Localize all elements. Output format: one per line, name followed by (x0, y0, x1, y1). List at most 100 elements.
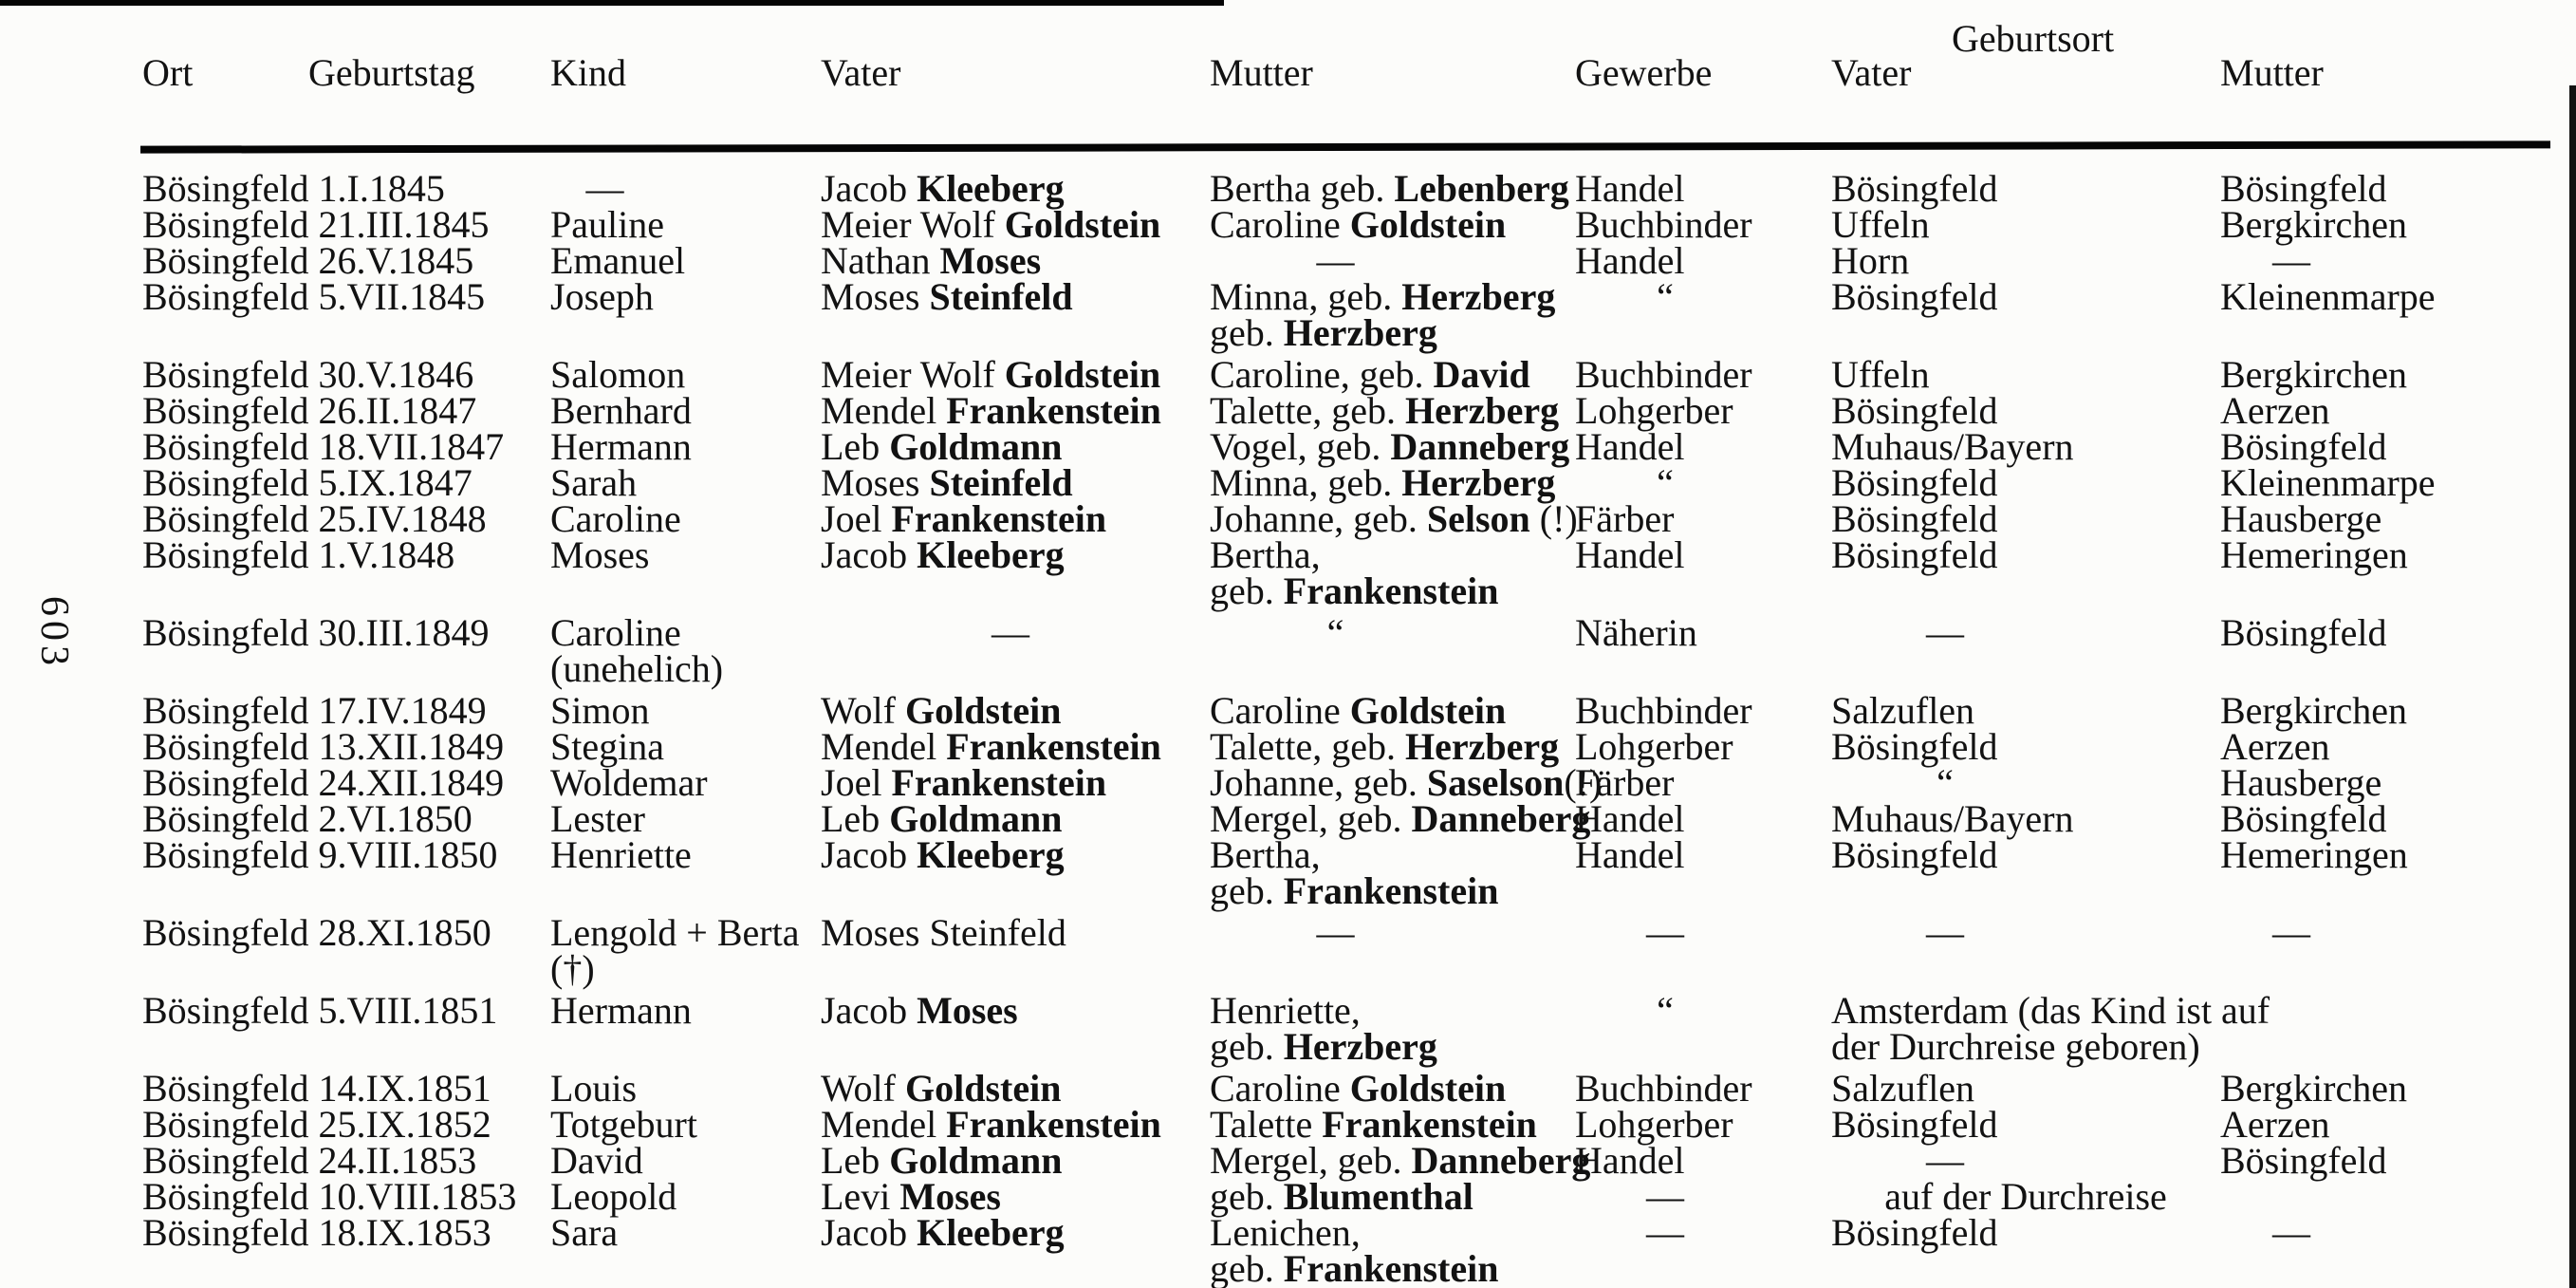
cell-gewerbe: Lohgerber (1575, 389, 1831, 432)
cell-geb-vater: Muhaus/Bayern (1831, 425, 2220, 468)
text-line: Bösingfeld 5.VIII.1851 (142, 989, 498, 1032)
cell-ort: Bösingfeld 2.VI.1850 (142, 800, 550, 838)
cell-vater: Nathan Moses (821, 242, 1210, 280)
text-line: Muhaus/Bayern (1831, 425, 2074, 468)
cell-gewerbe: — (1575, 1178, 1831, 1216)
cell-vater: Moses Steinfeld (821, 909, 1210, 987)
text-line: Vogel, geb. Danneberg (1210, 425, 1570, 468)
text-line: Muhaus/Bayern (1831, 797, 2074, 840)
text-line: Bergkirchen (2220, 1067, 2407, 1110)
text-line: Bertha, (1210, 833, 1321, 876)
table-row: Bösingfeld 2.VI.1850 Lester Leb Goldmann Me… (142, 797, 2552, 840)
table-row: Bösingfeld 21.III.1845 Pauline Meier Wolf … (142, 203, 2552, 246)
cell-mutter: Caroline Goldstein (1210, 687, 1575, 730)
cell-mutter: — (1210, 909, 1575, 987)
cell-vater: Jacob Kleeberg (821, 836, 1210, 909)
text-line: Bösingfeld 14.IX.1851 (142, 1067, 491, 1110)
cell-vater: Leb Goldmann (821, 800, 1210, 838)
cell-ort: Bösingfeld 17.IV.1849 (142, 687, 550, 730)
table-row: Bösingfeld 5.VIII.1851 Hermann Jacob Moses… (142, 987, 2552, 1068)
text-line: Bösingfeld 26.II.1847 (142, 389, 477, 432)
scan-edge-right (2569, 85, 2576, 1288)
header-geburtsort-group: Geburtsort (1952, 17, 2115, 60)
text-line: Hermann (550, 425, 692, 468)
text-line: auf der Durchreise (1884, 1175, 2167, 1218)
text-line: Bösingfeld (2220, 797, 2387, 840)
records-table: Bösingfeld 1.I.1845 — Jacob Kleeberg Bertha… (142, 167, 2552, 1288)
text-line: — (1316, 911, 1355, 954)
cell-mutter: Mergel, geb. Danneberg (1210, 800, 1590, 838)
cell-kind: Lengold + Berta (†) (550, 909, 821, 990)
text-line: Kleinenmarpe (2220, 275, 2436, 318)
cell-kind: Caroline (unehelich) (550, 609, 821, 688)
table-row: Bösingfeld 1.V.1848 Moses Jacob Kleeberg Be… (142, 533, 2552, 612)
text-line: Sara (550, 1211, 619, 1254)
cell-vater: Moses Steinfeld (821, 278, 1210, 351)
text-line: Handel (1575, 533, 1685, 576)
cell-geb-vater: — (1831, 1142, 2220, 1180)
text-line: Bösingfeld 13.XII.1849 (142, 725, 505, 768)
cell-geb-vater: Bösingfeld (1831, 392, 2220, 430)
text-line: Handel (1575, 797, 1685, 840)
cell-geb-mutter: Hausberge (2220, 500, 2552, 538)
text-line: Handel (1575, 425, 1685, 468)
cell-kind: Sara (550, 1211, 821, 1287)
text-line: Bösingfeld 25.IX.1852 (142, 1103, 491, 1146)
cell-mutter: “ (1210, 609, 1575, 687)
cell-geb-vater: “ (1831, 764, 2220, 802)
cell-kind: Sarah (550, 461, 821, 504)
text-line: geb. Herzberg (1210, 1025, 1437, 1068)
header-mutter: Mutter (1210, 51, 1313, 94)
cell-geb-vater: Muhaus/Bayern (1831, 797, 2220, 840)
text-line: Caroline, geb. David (1210, 353, 1530, 396)
cell-vater: Meier Wolf Goldstein (821, 351, 1210, 394)
text-line: Caroline (550, 497, 681, 540)
text-line: Jacob Kleeberg (821, 1211, 1065, 1254)
text-line: Meier Wolf Goldstein (821, 203, 1161, 246)
text-line: — (2272, 911, 2310, 954)
record-group: Bösingfeld 17.IV.1849 Simon Wolf Goldstein… (142, 687, 2552, 910)
text-line: Sarah (550, 461, 638, 504)
cell-geb-vater: Amsterdam (das Kind ist auf der Durchreis… (1831, 987, 2552, 1066)
cell-geb-vater: Bösingfeld (1831, 836, 2220, 909)
cell-vater: Joel Frankenstein (821, 764, 1210, 802)
text-line: Horn (1831, 239, 1910, 282)
text-line: Bösingfeld 5.IX.1847 (142, 461, 473, 504)
text-line: Bösingfeld 5.VII.1845 (142, 275, 486, 318)
page-number: 603 (32, 596, 76, 670)
text-line: Aerzen (2220, 389, 2330, 432)
text-line: Caroline Goldstein (1210, 203, 1507, 246)
record-group: Bösingfeld 28.XI.1850 Lengold + Berta (†) M… (142, 909, 2552, 990)
cell-mutter: geb. Blumenthal (1210, 1178, 1575, 1216)
text-line: Stegina (550, 725, 664, 768)
cell-kind: Simon (550, 687, 821, 730)
cell-vater: Jacob Moses (821, 987, 1210, 1065)
text-line: Joel Frankenstein (821, 497, 1107, 540)
cell-mutter: Henriette, geb. Herzberg (1210, 987, 1575, 1068)
table-row: Bösingfeld 26.V.1845 Emanuel Nathan Moses —… (142, 239, 2552, 282)
text-line: Buchbinder (1575, 689, 1752, 732)
text-line: Lohgerber (1575, 389, 1733, 432)
text-line: (†) (550, 947, 595, 990)
cell-geb-vater: Uffeln (1831, 351, 2220, 394)
cell-mutter: Mergel, geb. Danneberg (1210, 1142, 1590, 1180)
text-line: — (1316, 239, 1355, 282)
text-line: geb. Frankenstein (1210, 569, 1499, 612)
text-line: Pauline (550, 203, 664, 246)
text-line: Bösingfeld 30.V.1846 (142, 353, 474, 396)
text-line: Bösingfeld 1.V.1848 (142, 533, 455, 576)
cell-mutter: Talette Frankenstein (1210, 1106, 1575, 1144)
text-line: Bösingfeld (1831, 275, 1998, 318)
cell-geb-vater: Uffeln (1831, 206, 2220, 244)
cell-gewerbe: Buchbinder (1575, 351, 1831, 394)
text-line: Buchbinder (1575, 1067, 1752, 1110)
cell-geb-mutter: Bösingfeld (2220, 1142, 2552, 1180)
text-line: Jacob Kleeberg (821, 167, 1065, 210)
header-geburtsort-vater: Vater (1831, 51, 1912, 94)
cell-kind: Lester (550, 800, 821, 838)
cell-ort: Bösingfeld 25.IV.1848 (142, 500, 550, 538)
cell-geb-mutter: — (2220, 1214, 2552, 1287)
text-line: Bösingfeld 1.I.1845 (142, 167, 445, 210)
text-line: Hermann (550, 989, 692, 1032)
header-vater: Vater (821, 51, 901, 94)
